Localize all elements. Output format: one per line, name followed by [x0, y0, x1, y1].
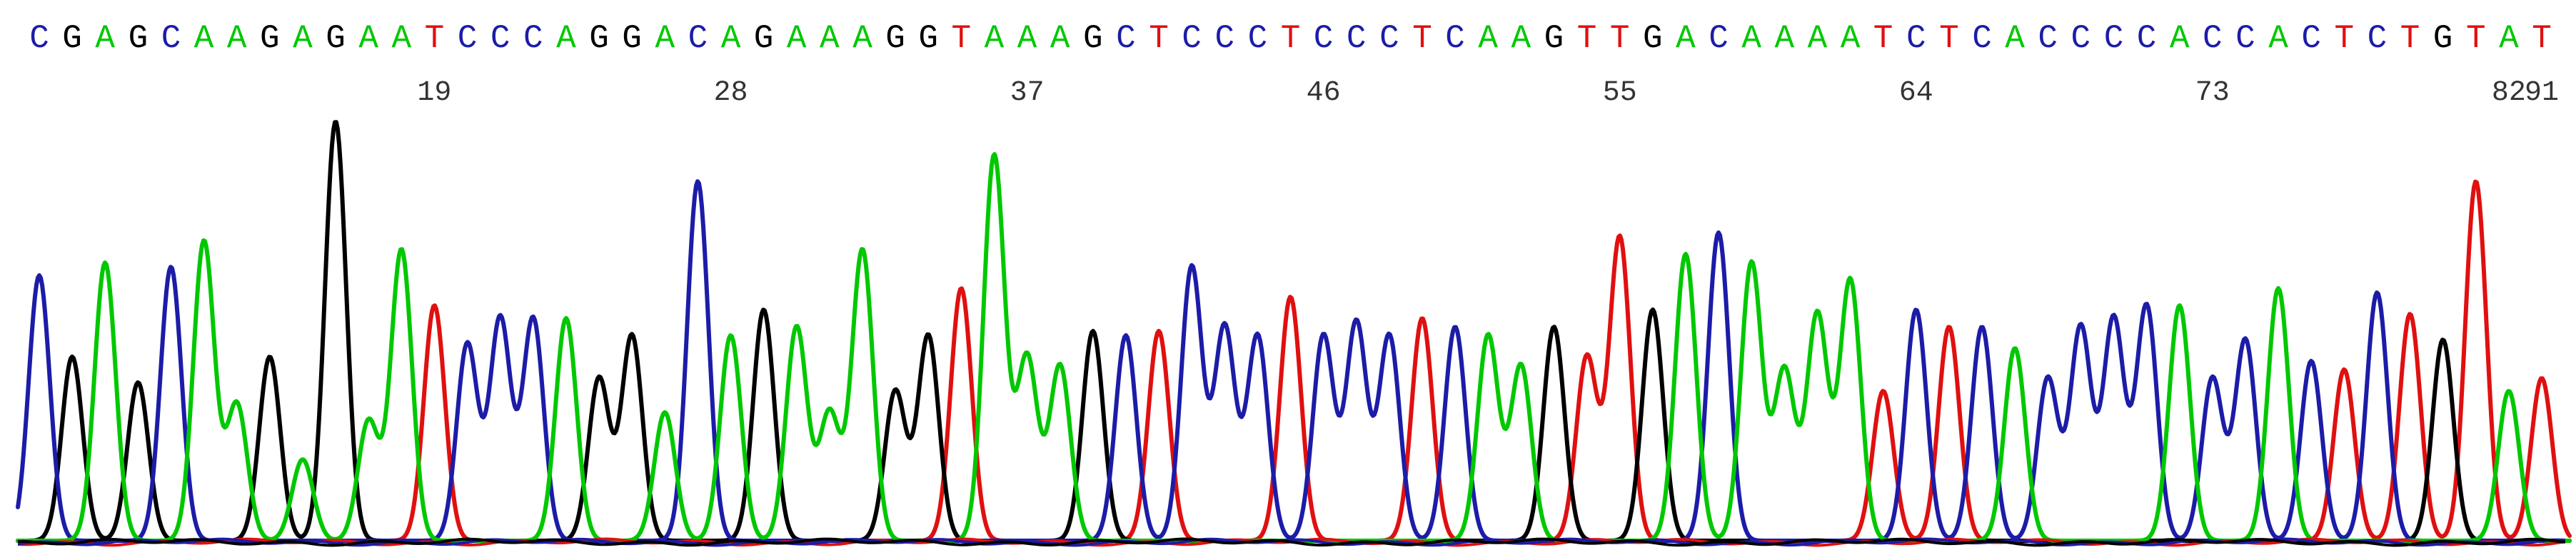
base-call-T: T	[2466, 20, 2486, 57]
base-call-A: A	[1676, 20, 1696, 57]
base-call-C: C	[490, 20, 510, 57]
position-label: 55	[1603, 77, 1637, 109]
base-call-A: A	[1774, 20, 1794, 57]
base-call-T: T	[1873, 20, 1893, 57]
base-call-T: T	[951, 20, 971, 57]
baseline-noise	[17, 537, 2566, 547]
base-call-G: G	[918, 20, 938, 57]
base-call-C: C	[2235, 20, 2255, 57]
base-call-C: C	[1379, 20, 1399, 57]
position-label: 73	[2195, 77, 2230, 109]
base-call-C: C	[2071, 20, 2091, 57]
base-call-A: A	[985, 20, 1005, 57]
position-label: 37	[1010, 77, 1045, 109]
base-call-T: T	[2334, 20, 2354, 57]
base-call-A: A	[2170, 20, 2190, 57]
base-call-T: T	[1281, 20, 1301, 57]
base-call-A: A	[820, 20, 840, 57]
base-call-A: A	[391, 20, 411, 57]
base-call-T: T	[1149, 20, 1169, 57]
base-call-A: A	[194, 20, 214, 57]
base-call-T: T	[2532, 20, 2552, 57]
base-call-C: C	[161, 20, 181, 57]
base-call-C: C	[523, 20, 543, 57]
base-call-G: G	[2433, 20, 2453, 57]
base-call-G: G	[62, 20, 82, 57]
base-call-G: G	[1544, 20, 1564, 57]
trace-G	[16, 120, 2572, 543]
base-call-G: G	[754, 20, 774, 57]
base-call-A: A	[358, 20, 378, 57]
base-call-A: A	[1478, 20, 1498, 57]
base-call-T: T	[1610, 20, 1630, 57]
trace-layer	[16, 120, 2572, 543]
base-call-A: A	[1017, 20, 1037, 57]
base-call-A: A	[556, 20, 576, 57]
base-call-C: C	[688, 20, 708, 57]
base-call-G: G	[1643, 20, 1663, 57]
baseline-layer	[17, 537, 2566, 547]
base-call-A: A	[852, 20, 872, 57]
base-call-A: A	[721, 20, 741, 57]
base-call-C: C	[29, 20, 49, 57]
base-call-G: G	[589, 20, 609, 57]
base-call-A: A	[2499, 20, 2519, 57]
base-call-A: A	[1050, 20, 1070, 57]
base-call-C: C	[2038, 20, 2058, 57]
base-call-A: A	[1741, 20, 1761, 57]
base-call-C: C	[1116, 20, 1136, 57]
base-call-A: A	[1511, 20, 1531, 57]
base-call-A: A	[1841, 20, 1861, 57]
position-label: 46	[1307, 77, 1341, 109]
position-label: 82	[2492, 77, 2526, 109]
base-call-G: G	[326, 20, 346, 57]
base-call-C: C	[1347, 20, 1367, 57]
base-call-G: G	[885, 20, 905, 57]
position-label: 28	[713, 77, 748, 109]
base-call-A: A	[787, 20, 807, 57]
base-call-A: A	[293, 20, 313, 57]
base-call-C: C	[1972, 20, 1992, 57]
base-call-C: C	[1906, 20, 1926, 57]
base-call-C: C	[2137, 20, 2157, 57]
base-call-C: C	[2368, 20, 2388, 57]
base-call-A: A	[2268, 20, 2288, 57]
base-call-C: C	[2203, 20, 2223, 57]
base-call-A: A	[95, 20, 115, 57]
base-call-T: T	[1577, 20, 1597, 57]
trace-C	[16, 179, 2572, 543]
base-call-G: G	[622, 20, 642, 57]
base-call-T: T	[1412, 20, 1432, 57]
base-call-T: T	[425, 20, 445, 57]
base-call-A: A	[655, 20, 675, 57]
base-call-A: A	[2005, 20, 2025, 57]
position-label: 91	[2525, 77, 2559, 109]
base-call-A: A	[1808, 20, 1828, 57]
baseline-noise	[17, 537, 2566, 547]
base-call-C: C	[2301, 20, 2321, 57]
base-call-T: T	[2400, 20, 2420, 57]
base-call-C: C	[458, 20, 478, 57]
position-label: 19	[417, 77, 451, 109]
base-call-A: A	[227, 20, 247, 57]
position-label: 64	[1899, 77, 1933, 109]
base-call-C: C	[1214, 20, 1234, 57]
base-call-C: C	[1709, 20, 1729, 57]
base-call-C: C	[1445, 20, 1465, 57]
base-call-C: C	[1248, 20, 1268, 57]
base-call-G: G	[260, 20, 280, 57]
base-call-G: G	[129, 20, 149, 57]
trace-A	[16, 152, 2572, 543]
base-call-C: C	[1314, 20, 1334, 57]
base-call-C: C	[2104, 20, 2124, 57]
base-call-G: G	[1083, 20, 1103, 57]
base-call-C: C	[1182, 20, 1202, 57]
base-call-T: T	[1939, 20, 1959, 57]
